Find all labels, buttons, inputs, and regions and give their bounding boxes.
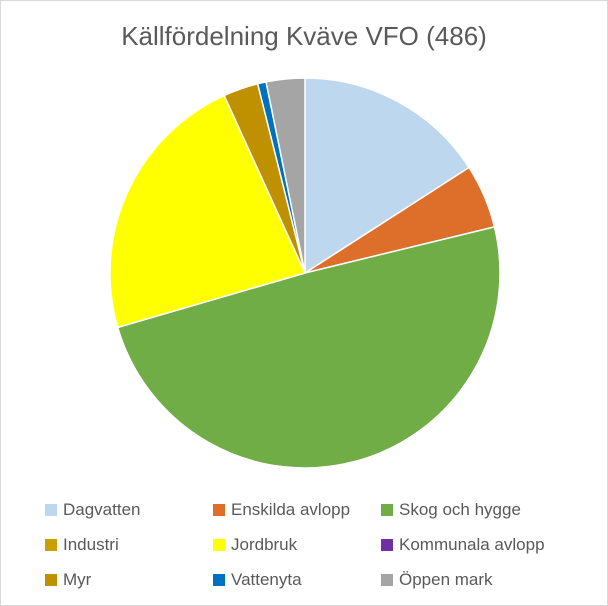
pie-slice-jordbruk xyxy=(109,94,307,329)
legend-item-myr: Myr xyxy=(45,567,213,592)
pie-slice-öppen-mark xyxy=(265,77,306,274)
legend-item-enskilda-avlopp: Enskilda avlopp xyxy=(213,497,381,522)
legend-label: Vattenyta xyxy=(231,569,302,589)
pie-chart xyxy=(109,77,501,469)
legend-swatch xyxy=(381,573,393,586)
legend-label: Enskilda avlopp xyxy=(231,499,351,519)
legend-item-industri: Industri xyxy=(45,532,213,557)
legend-label: Myr xyxy=(63,569,92,589)
pie-slice-dagvatten xyxy=(304,77,471,275)
legend-swatch xyxy=(45,503,57,516)
legend-swatch xyxy=(381,503,393,516)
legend-swatch xyxy=(45,538,57,551)
chart-title: Källfördelning Kväve VFO (486) xyxy=(121,21,487,51)
legend-label: Jordbruk xyxy=(231,534,298,554)
legend-swatch xyxy=(213,538,225,551)
chart-legend: Dagvatten Enskilda avlopp Skog och hygge In… xyxy=(45,497,585,592)
legend-label: Industri xyxy=(63,534,119,554)
legend-swatch xyxy=(45,573,57,586)
legend-item-öppen-mark: Öppen mark xyxy=(381,567,581,592)
legend-item-kommunala-avlopp: Kommunala avlopp xyxy=(381,532,581,557)
legend-swatch xyxy=(381,538,393,551)
legend-label: Skog och hygge xyxy=(399,499,521,519)
legend-label: Kommunala avlopp xyxy=(399,534,545,554)
legend-item-dagvatten: Dagvatten xyxy=(45,497,213,522)
legend-label: Öppen mark xyxy=(399,569,493,589)
legend-label: Dagvatten xyxy=(63,499,141,519)
legend-item-skog-och-hygge: Skog och hygge xyxy=(381,497,581,522)
legend-item-jordbruk: Jordbruk xyxy=(213,532,381,557)
legend-swatch xyxy=(213,573,225,586)
legend-swatch xyxy=(213,503,225,516)
pie-slice-skog-och-hygge xyxy=(116,225,501,469)
legend-item-vattenyta: Vattenyta xyxy=(213,567,381,592)
